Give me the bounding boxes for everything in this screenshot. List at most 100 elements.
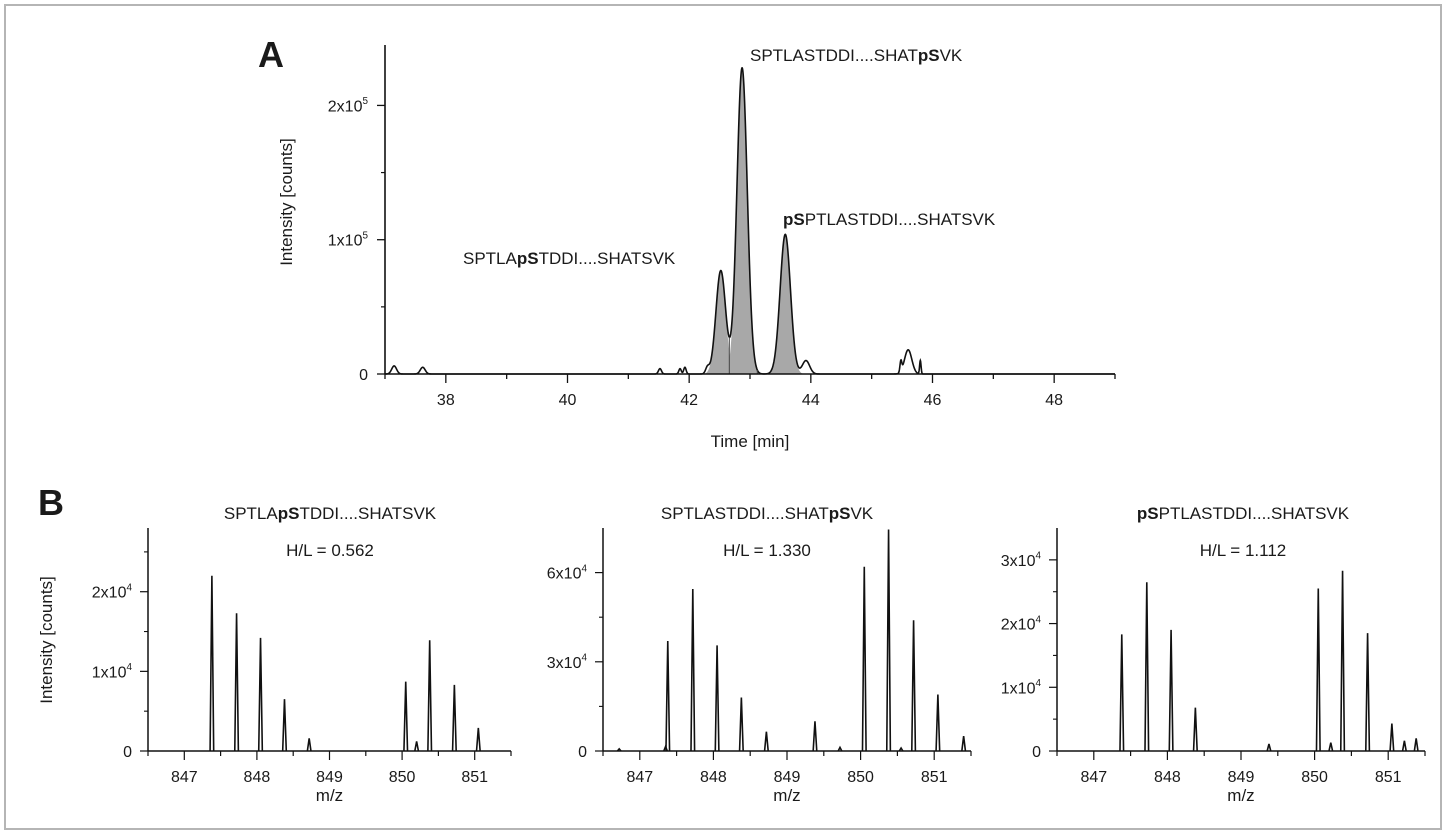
x-tick-label: 849 xyxy=(774,769,801,786)
peak-annotation-segment: pS xyxy=(918,46,940,65)
x-tick-label: 850 xyxy=(1301,769,1328,786)
spectrum-peak xyxy=(812,721,818,752)
spectrum-peak xyxy=(427,640,433,752)
y-tick-label-base: 0 xyxy=(359,367,368,384)
spectrum-peak xyxy=(861,566,867,752)
y-tick-label: 2x104 xyxy=(92,583,133,602)
spectrum-peak xyxy=(910,620,917,752)
x-axis-label: Time [min] xyxy=(711,432,790,451)
y-tick-label-base: 0 xyxy=(578,744,587,761)
y-tick-label-exponent: 4 xyxy=(126,662,132,673)
y-tick-label-base: 2x10 xyxy=(1001,617,1036,634)
y-tick-label-base: 0 xyxy=(123,744,132,761)
spectrum-peak xyxy=(1413,738,1419,752)
peak-annotation-segment: pS xyxy=(517,249,539,268)
x-tick-label: 851 xyxy=(461,769,488,786)
x-tick-label: 848 xyxy=(700,769,727,786)
spectrum-peak xyxy=(837,745,843,752)
spectrum-title: pSPTLASTDDI....SHATSVK xyxy=(1137,504,1350,523)
x-tick-label: 847 xyxy=(1080,769,1107,786)
chromatogram-peak-fill xyxy=(767,234,804,374)
spectrum-peak xyxy=(738,697,744,752)
spectrum-ratio: H/L = 1.112 xyxy=(1200,541,1286,560)
y-tick-label: 2x105 xyxy=(328,96,369,115)
y-tick-label: 6x104 xyxy=(547,563,588,582)
peak-annotation-segment: TDDI....SHATSVK xyxy=(539,249,676,268)
spectrum-ratio: H/L = 0.562 xyxy=(286,541,374,560)
y-tick-label: 1x104 xyxy=(1001,678,1042,697)
x-tick-label: 847 xyxy=(171,769,198,786)
spectrum-peak xyxy=(1364,633,1371,752)
y-tick-label: 3x104 xyxy=(1001,551,1042,570)
spectrum-peak xyxy=(690,588,696,752)
spectrum-title-segment: pS xyxy=(278,504,300,523)
spectrum-title-segment: SPTLA xyxy=(224,504,279,523)
y-tick-label-base: 1x10 xyxy=(92,664,127,681)
spectrum-ratio: H/L = 1.330 xyxy=(723,541,811,560)
spectrum-peak xyxy=(233,613,240,752)
spectrum-peak xyxy=(1192,707,1198,752)
spectrum-title-segment: SPTLASTDDI....SHAT xyxy=(661,504,829,523)
x-tick-label: 850 xyxy=(389,769,416,786)
spectrum-peak xyxy=(898,746,904,752)
x-tick-label: 851 xyxy=(1375,769,1402,786)
spectrum-peak xyxy=(763,731,769,752)
spectrum-peak xyxy=(714,645,720,752)
spectrum-peak xyxy=(1328,742,1334,752)
spectrum-peak xyxy=(475,727,481,752)
y-tick-label-base: 3x10 xyxy=(1001,553,1036,570)
y-tick-label-exponent: 4 xyxy=(126,583,132,594)
y-tick-label-base: 1x10 xyxy=(1001,680,1036,697)
spectrum-title: SPTLApSTDDI....SHATSVK xyxy=(224,504,437,523)
x-tick-label: 48 xyxy=(1045,392,1063,409)
spectrum-title-segment: pS xyxy=(1137,504,1159,523)
peak-annotation-segment: VK xyxy=(940,46,963,65)
y-tick-label: 1x104 xyxy=(92,662,133,681)
x-tick-label: 848 xyxy=(244,769,271,786)
y-tick-label-exponent: 4 xyxy=(1035,551,1041,562)
spectrum-peak xyxy=(414,741,420,752)
figure-frame xyxy=(4,4,1442,830)
y-tick-label: 2x104 xyxy=(1001,614,1042,633)
y-tick-label-exponent: 4 xyxy=(1035,678,1041,689)
x-axis-label: m/z xyxy=(1227,786,1254,805)
y-tick-label: 0 xyxy=(359,367,368,384)
y-tick-label-base: 3x10 xyxy=(547,655,582,672)
x-tick-label: 40 xyxy=(559,392,577,409)
chromatogram-peak-fill xyxy=(703,270,738,374)
y-tick-label-base: 0 xyxy=(1032,744,1041,761)
peak-annotation-segment: pS xyxy=(783,210,805,229)
peak-annotation: pSPTLASTDDI....SHATSVK xyxy=(783,210,996,229)
spectrum-title-segment: PTLASTDDI....SHATSVK xyxy=(1159,504,1350,523)
x-tick-label: 848 xyxy=(1154,769,1181,786)
spectrum-peak xyxy=(1144,582,1150,752)
x-tick-label: 38 xyxy=(437,392,455,409)
spectrum-peak xyxy=(1266,743,1272,752)
y-tick-label-exponent: 5 xyxy=(362,96,368,107)
y-tick-label-base: 1x10 xyxy=(328,233,363,250)
y-tick-label: 0 xyxy=(578,744,587,761)
panel-label-a: A xyxy=(258,34,284,75)
spectrum-peak xyxy=(1119,634,1125,752)
peak-annotation: SPTLASTDDI....SHATpSVK xyxy=(750,46,963,65)
y-axis-label: Intensity [counts] xyxy=(37,576,56,704)
spectrum-peak xyxy=(306,738,312,752)
peak-annotation-segment: SPTLA xyxy=(463,249,518,268)
spectrum-peak xyxy=(1168,629,1174,752)
x-axis-label: m/z xyxy=(773,786,800,805)
y-tick-label-base: 2x10 xyxy=(328,98,363,115)
y-tick-label: 0 xyxy=(123,744,132,761)
spectrum-peak xyxy=(209,575,215,752)
spectrum-title-segment: VK xyxy=(850,504,873,523)
y-tick-label-exponent: 4 xyxy=(1035,614,1041,625)
panel-label-b: B xyxy=(38,482,64,523)
spectrum-peak xyxy=(935,694,941,752)
spectrum-title-segment: TDDI....SHATSVK xyxy=(299,504,436,523)
spectrum-peak xyxy=(403,681,409,752)
peak-annotation-segment: SPTLASTDDI....SHAT xyxy=(750,46,918,65)
spectrum-peak xyxy=(1315,588,1321,752)
x-axis-label: m/z xyxy=(316,786,343,805)
x-tick-label: 849 xyxy=(316,769,343,786)
spectrum-peak xyxy=(665,640,671,752)
